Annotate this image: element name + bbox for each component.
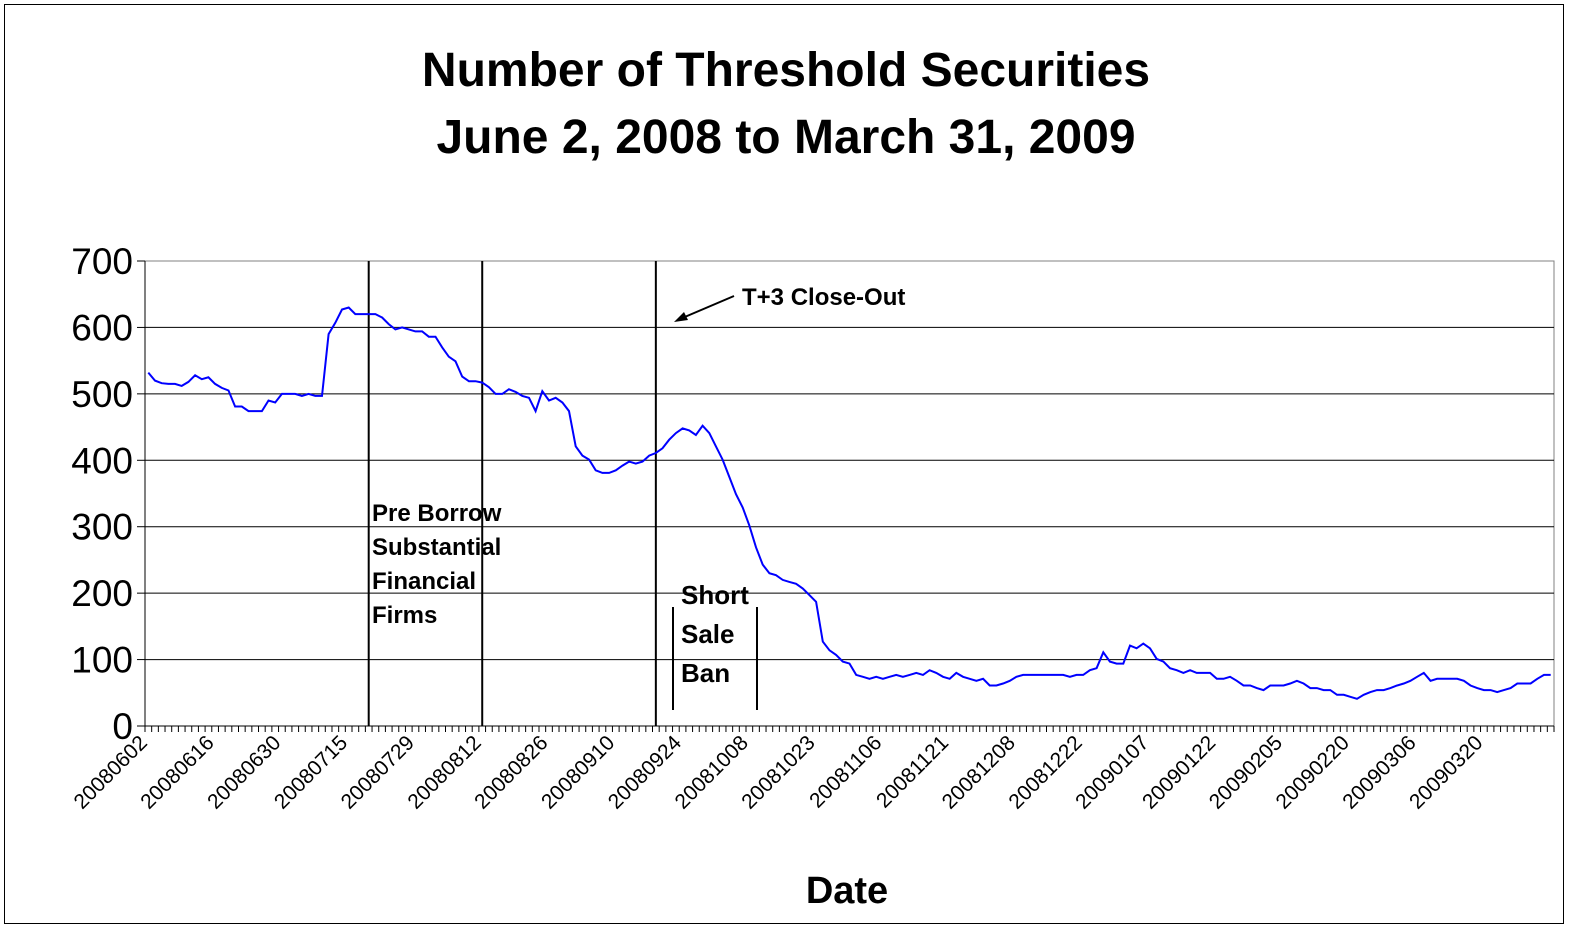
y-tick-label: 400 [71, 440, 133, 481]
y-tick-label: 0 [112, 706, 133, 747]
y-tick-label: 700 [71, 241, 133, 282]
y-tick-label: 200 [71, 573, 133, 614]
annotation-pre-borrow-line-2: Substantial [372, 534, 501, 561]
annotation-arrow-shaft [679, 295, 735, 320]
event-markers [367, 261, 657, 726]
x-tick-label: 20081106 [805, 731, 886, 812]
annotation-t3-closeout-label: T+3 Close-Out [742, 284, 905, 311]
y-tick-label: 500 [71, 374, 133, 415]
y-axis-ticks: 0 100 200 300 400 500 600 700 [71, 241, 1554, 747]
annotation-pre-borrow-line-1: Pre Borrow [372, 500, 502, 527]
y-tick-label: 300 [71, 507, 133, 548]
annotation-arrow-head [674, 312, 688, 322]
annotation-short-sale-ban-line-3: Ban [681, 658, 730, 688]
chart-title-line-2: June 2, 2008 to March 31, 2009 [436, 111, 1136, 164]
annotation-short-sale-ban-line-1: Short [681, 580, 749, 610]
gridlines [145, 326, 1554, 661]
plot-area [144, 260, 1555, 727]
x-axis-title: Date [806, 870, 888, 912]
x-axis-ticks: 2008060220080616200806302008071520080729… [70, 731, 1488, 814]
annotation-t3-closeout: T+3 Close-Out [674, 284, 905, 322]
y-tick-label: 100 [71, 640, 133, 681]
x-axis-minor-ticks [144, 726, 1555, 732]
series-line-threshold-securities [147, 306, 1551, 700]
annotation-pre-borrow: Pre Borrow Substantial Financial Firms [372, 500, 502, 629]
chart-title-line-1: Number of Threshold Securities [421, 44, 1151, 97]
y-tick-label: 600 [71, 307, 133, 348]
annotation-short-sale-ban-line-2: Sale [681, 619, 735, 649]
annotation-pre-borrow-line-4: Firms [372, 602, 437, 629]
annotation-short-sale-ban: Short Sale Ban [672, 580, 758, 710]
annotation-pre-borrow-line-3: Financial [372, 568, 476, 595]
x-tick-label: 20081023 [737, 731, 819, 813]
x-tick-label: 20090320 [1405, 731, 1487, 813]
